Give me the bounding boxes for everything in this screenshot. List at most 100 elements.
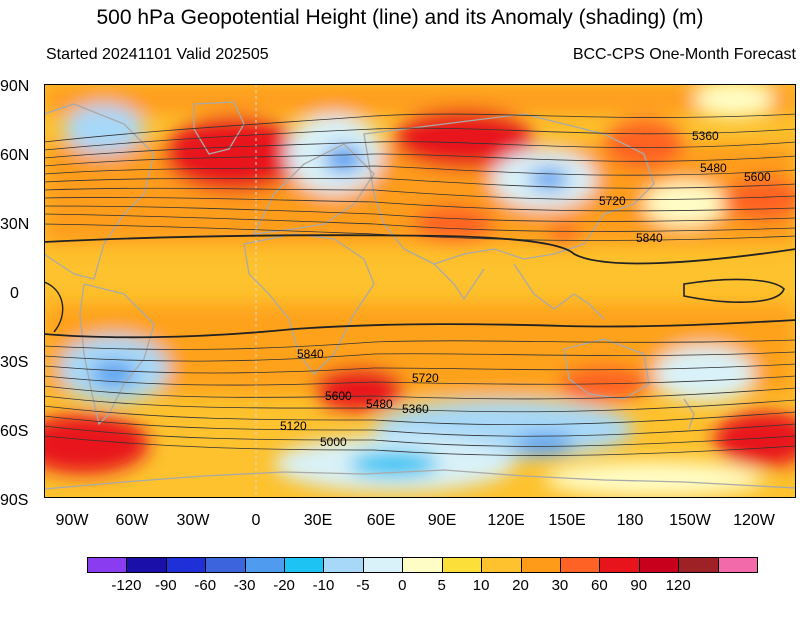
x-tick-label: 150E (548, 512, 586, 529)
contour-label: 5600 (744, 170, 771, 184)
contour-line (44, 141, 796, 159)
x-tick-label: 120E (487, 512, 525, 529)
contour-line (44, 197, 796, 212)
contour-line (44, 385, 796, 400)
contour-label: 5360 (692, 129, 719, 143)
contour-label: 5600 (325, 389, 352, 403)
contour-line (44, 375, 796, 386)
shade-blue (324, 145, 364, 173)
contour-line (44, 339, 796, 350)
anomaly-map: 5360 5480 5600 5720 5840 5840 5720 5600 … (44, 84, 796, 498)
colorbar-swatch (520, 557, 561, 573)
shade-blue (514, 434, 574, 454)
shade-orange (44, 84, 796, 114)
colorbar-label: 60 (591, 577, 608, 594)
colorbar-swatch (126, 557, 167, 573)
x-tick-label: 150W (669, 512, 711, 529)
contour-line (44, 395, 796, 413)
chart-title: 500 hPa Geopotential Height (line) and i… (96, 6, 704, 29)
colorbar-swatch (599, 557, 640, 573)
contour-line (44, 405, 796, 426)
coastline-africa (243, 233, 375, 375)
subtitle-left: Started 20241101 Valid 202505 (46, 46, 269, 63)
contour-5840-north (44, 234, 796, 265)
colorbar-label: -20 (273, 577, 295, 594)
y-tick-label: 30N (0, 216, 30, 233)
x-tick-label: 0 (251, 512, 261, 529)
shade-red (164, 116, 304, 192)
colorbar-swatch (638, 557, 680, 573)
contour-label: 5000 (320, 435, 347, 449)
x-tick-label: 90E (427, 512, 457, 529)
coastline-se-asia (513, 263, 605, 320)
map-border (44, 84, 796, 498)
colorbar-label: 90 (630, 577, 648, 594)
contour-west-edge (44, 281, 64, 333)
colorbar-label: 120 (665, 577, 691, 594)
shade-light (644, 182, 724, 226)
shade-light (64, 104, 144, 154)
colorbar-swatch (402, 557, 443, 573)
colorbar-swatch (87, 557, 128, 573)
colorbar-label: -5 (356, 577, 370, 594)
contour-label: 5360 (402, 402, 429, 416)
contour-line (44, 113, 796, 143)
contour-line (44, 425, 796, 447)
contour-label: 5480 (700, 161, 727, 175)
contour-line (44, 363, 796, 374)
colorbar-label: 30 (551, 577, 569, 594)
contour-line (44, 187, 796, 201)
coastline-south-america (79, 283, 155, 426)
shade-blue (92, 362, 136, 386)
y-tick-label: 90N (0, 78, 30, 95)
contour-line (44, 213, 796, 232)
coastline-new-zealand (683, 398, 695, 430)
shade-red (414, 206, 494, 242)
coastline-north-america (44, 103, 155, 280)
contour-5840-south (44, 319, 796, 339)
subtitle-right: BCC-CPS One-Month Forecast (572, 46, 796, 63)
y-tick-label: 30S (0, 354, 29, 371)
x-tick-label: 30E (303, 512, 333, 529)
contour-equatorial-loop (683, 278, 785, 303)
contour-label: 5480 (366, 397, 393, 411)
colorbar-label: 0 (398, 577, 407, 594)
shade-red (714, 411, 796, 467)
contour-line (44, 205, 796, 222)
colorbar-swatch (481, 557, 522, 573)
contour-line (44, 435, 796, 456)
map-panel: 5360 5480 5600 5720 5840 5840 5720 5600 … (44, 84, 796, 498)
shade-red (724, 177, 796, 221)
shade-red (314, 367, 404, 411)
shade-red (604, 119, 684, 169)
contour-line (44, 127, 796, 151)
colorbar-label: -120 (111, 577, 142, 594)
height-contours (44, 113, 796, 241)
x-tick-label: 30W (176, 512, 210, 529)
y-tick-label: 60S (0, 423, 29, 440)
shade-red (548, 224, 580, 244)
shade-red (394, 109, 534, 169)
contour-label: 5720 (412, 371, 439, 385)
x-tick-label: 60E (366, 512, 396, 529)
contour-label: 5840 (636, 231, 663, 245)
colorbar-swatch (441, 557, 483, 573)
coastline-india (433, 263, 485, 301)
shade-blue (349, 451, 439, 477)
colorbar-label: -30 (233, 577, 256, 594)
height-contours-south (44, 339, 796, 456)
coastline-australia (563, 338, 650, 400)
colorbar-label: -90 (154, 577, 177, 594)
colorbar-swatch (284, 557, 325, 573)
coastline-antarctica (44, 469, 796, 490)
coastline-europe (252, 143, 375, 235)
colorbar-swatch (717, 557, 758, 573)
contour-label: 5840 (297, 347, 324, 361)
contour-line (44, 165, 796, 176)
colorbar-label: -60 (194, 577, 217, 594)
colorbar-swatch (165, 557, 207, 573)
y-tick-label: 90S (0, 492, 29, 509)
colorbar-label: -10 (312, 577, 335, 594)
x-tick-label: 90W (55, 512, 89, 529)
y-tick-label: 60N (0, 147, 30, 164)
